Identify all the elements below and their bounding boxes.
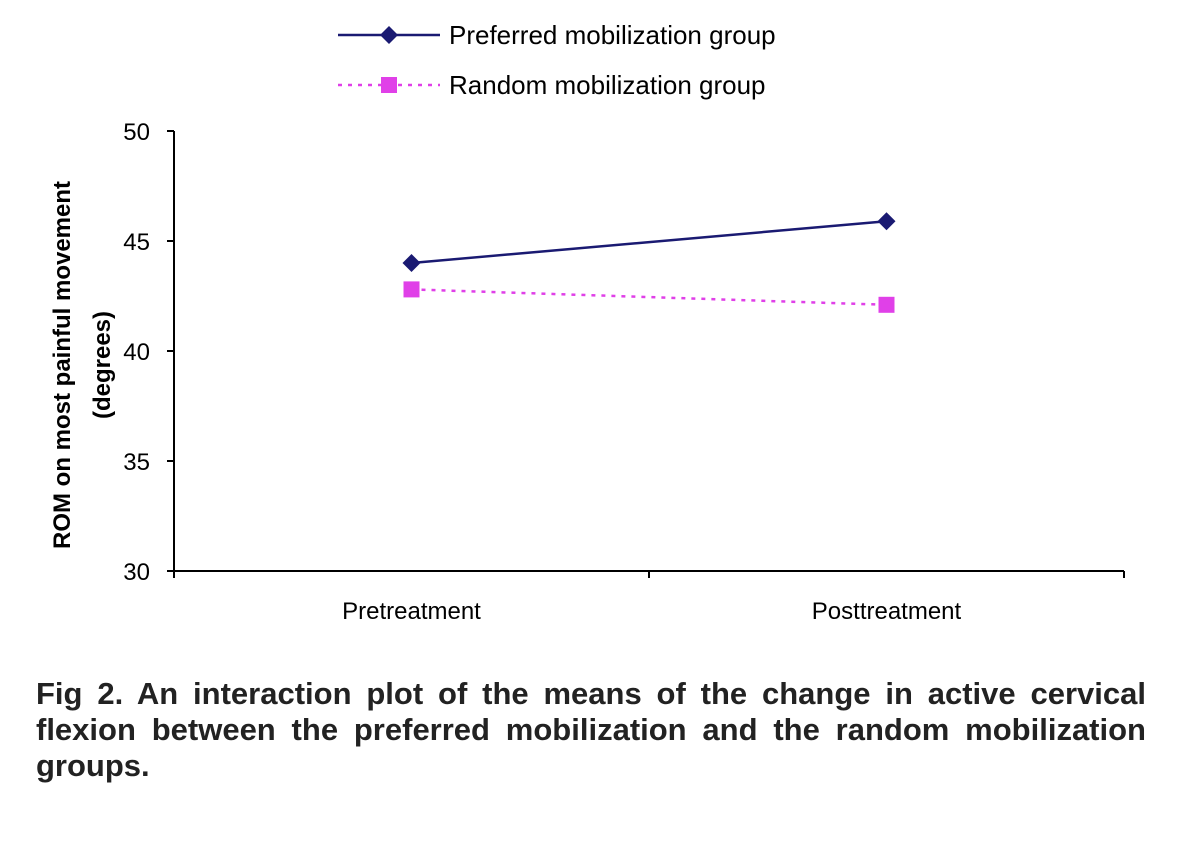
y-tick-label: 30 bbox=[123, 559, 150, 586]
y-tick-label: 35 bbox=[123, 449, 150, 476]
data-point-0-0 bbox=[402, 254, 421, 272]
y-tick-label: 40 bbox=[123, 339, 150, 366]
x-ticks: Pretreatment Posttreatment bbox=[173, 571, 1125, 625]
legend-marker-preferred bbox=[380, 26, 398, 44]
x-tick-label: Pretreatment bbox=[342, 598, 481, 625]
legend-label-preferred: Preferred mobilization group bbox=[449, 20, 776, 50]
legend-marker-random bbox=[381, 77, 397, 93]
series-line-0 bbox=[411, 219, 887, 265]
y-tick-label: 45 bbox=[123, 229, 150, 256]
legend: Preferred mobilization group Random mobi… bbox=[338, 20, 776, 100]
series-line-1 bbox=[411, 288, 887, 307]
legend-item-preferred: Preferred mobilization group bbox=[338, 20, 776, 50]
y-axis-title-line2: (degrees) bbox=[89, 311, 116, 419]
x-tick-label: Posttreatment bbox=[812, 598, 962, 625]
legend-item-random: Random mobilization group bbox=[338, 70, 766, 100]
y-axis-title: ROM on most painful movement (degrees) bbox=[49, 181, 116, 549]
y-axis: 30 35 40 45 50 bbox=[123, 119, 175, 586]
series-layer bbox=[402, 212, 896, 313]
y-axis-title-line1: ROM on most painful movement bbox=[49, 181, 76, 549]
legend-label-random: Random mobilization group bbox=[449, 70, 766, 100]
data-point-1-1 bbox=[878, 296, 895, 313]
x-axis: Pretreatment Posttreatment bbox=[173, 570, 1125, 625]
interaction-plot: Preferred mobilization group Random mobi… bbox=[49, 20, 1125, 625]
data-point-1-0 bbox=[403, 281, 420, 298]
figure-caption: Fig 2. An interaction plot of the means … bbox=[36, 676, 1146, 783]
data-point-0-1 bbox=[877, 212, 896, 231]
y-tick-label: 50 bbox=[123, 119, 150, 146]
y-ticks: 30 35 40 45 50 bbox=[123, 119, 174, 586]
